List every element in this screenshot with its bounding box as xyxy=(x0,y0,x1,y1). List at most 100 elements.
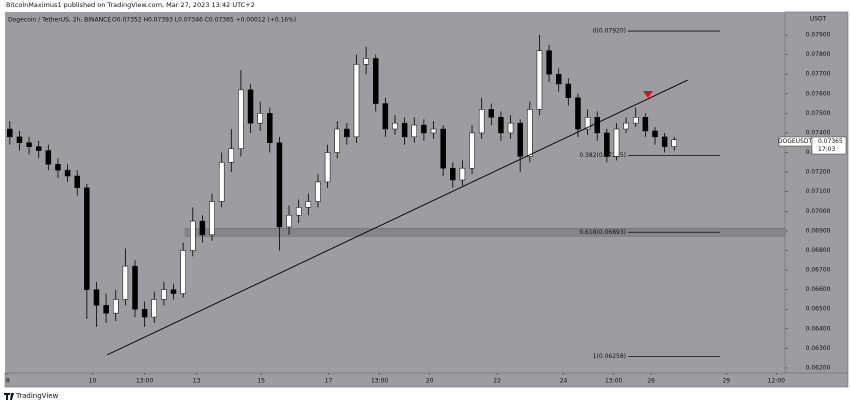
y-tick-label: 0.06400 xyxy=(806,325,831,332)
candle-body xyxy=(421,124,427,134)
x-tick-label: 10 xyxy=(89,378,97,385)
candle-body xyxy=(353,64,360,138)
candle-body xyxy=(26,142,32,147)
candle-body xyxy=(517,122,523,157)
candle-body xyxy=(267,113,273,143)
candle-body xyxy=(401,122,408,138)
axis-unit: USDT xyxy=(810,16,827,23)
y-tick-label: 0.07600 xyxy=(806,90,831,97)
x-tick-label: 13:00 xyxy=(605,378,622,385)
candle-body xyxy=(276,142,283,228)
y-tick-label: 0.07400 xyxy=(806,129,831,136)
time-axis xyxy=(4,372,849,388)
candle-body xyxy=(507,122,514,134)
candle-body xyxy=(584,117,591,130)
y-tick-label: 0.07200 xyxy=(806,169,831,176)
candle-body xyxy=(536,50,543,110)
plot-layer: 0.06200 0.06300 0.06400 0.06500 0.06600 0.067… xyxy=(6,28,831,385)
y-tick-label: 0.07100 xyxy=(806,188,831,195)
candle-body xyxy=(392,122,398,130)
candle-body xyxy=(613,128,620,157)
x-tick-label: 17 xyxy=(325,378,333,385)
candle-body xyxy=(16,136,23,143)
candle-body xyxy=(295,207,302,216)
fib-label: 0.382(0.07285) xyxy=(579,152,626,159)
candle-body xyxy=(440,128,446,169)
candle-body xyxy=(122,265,129,300)
y-tick-label: 0.07800 xyxy=(806,51,831,58)
candle-body xyxy=(74,175,80,189)
candle-body xyxy=(372,58,379,104)
candle-body xyxy=(170,289,177,294)
ohlc-legend: O0.07352 H0.07393 L0.07346 C0.07365 +0.0… xyxy=(112,17,296,24)
candle-body xyxy=(141,308,148,318)
candle-body xyxy=(64,169,71,177)
y-tick-label: 0.06500 xyxy=(806,306,831,313)
x-tick-label: 8 xyxy=(6,378,10,385)
candle-body xyxy=(286,214,292,228)
candle-body xyxy=(209,201,215,236)
candle-body xyxy=(324,152,331,183)
publisher-line: BitcoinMaximus1 published on TradingView… xyxy=(6,1,255,9)
candle-body xyxy=(478,109,485,134)
brand-logo xyxy=(4,393,14,400)
y-tick-label: 0.07500 xyxy=(806,110,831,117)
candle-body xyxy=(132,265,138,310)
x-tick-label: 26 xyxy=(647,378,655,385)
candle-body xyxy=(103,305,109,314)
candle-body xyxy=(151,299,158,318)
candle-body xyxy=(469,132,475,169)
candle-body xyxy=(55,164,61,171)
y-tick-label: 0.06700 xyxy=(806,267,831,274)
candle-body xyxy=(305,201,312,208)
price-axis xyxy=(784,11,849,374)
x-tick-label: 24 xyxy=(560,378,568,385)
candle-body xyxy=(623,122,629,130)
symbol-label: DOGEUSDT xyxy=(778,138,813,145)
plot-background xyxy=(5,12,785,373)
x-tick-label: 29 xyxy=(722,378,730,385)
candle-body xyxy=(642,117,649,132)
trend-line xyxy=(106,79,688,356)
candle-body xyxy=(565,83,572,98)
candle-body xyxy=(594,117,600,134)
candle-body xyxy=(257,113,263,124)
symbol-line: Dogecoin / TetherUS, 2h, BINANCE xyxy=(8,17,111,24)
candle-body xyxy=(363,58,369,65)
fib-zone xyxy=(184,228,786,237)
y-tick-label: 0.07000 xyxy=(806,208,831,215)
candle-body xyxy=(45,150,52,165)
y-tick-label: 0.07700 xyxy=(806,71,831,78)
candle-body xyxy=(84,187,90,290)
candle-body xyxy=(218,162,225,202)
candle-body xyxy=(161,289,167,300)
fib-label: 0(0.07920) xyxy=(593,28,626,35)
fib-label: 1(0.06258) xyxy=(593,353,626,360)
y-tick-label: 0.06600 xyxy=(806,286,831,293)
y-tick-label: 0.06900 xyxy=(806,227,831,234)
fib-label: 0.618(0.06893) xyxy=(579,229,626,236)
candle-body xyxy=(671,139,678,147)
x-tick-label: 13:00 xyxy=(136,378,153,385)
y-tick-label: 0.07900 xyxy=(806,31,831,38)
candle-body xyxy=(632,117,639,124)
x-tick-label: 15 xyxy=(257,378,265,385)
candle-body xyxy=(228,148,235,163)
candle-body xyxy=(430,128,437,134)
candle-body xyxy=(190,220,196,251)
candle-body xyxy=(344,128,350,138)
x-tick-label: 13:00 xyxy=(371,378,388,385)
candle-body xyxy=(411,124,418,138)
candle-body xyxy=(247,89,254,124)
candle-body xyxy=(93,289,100,306)
candle-body xyxy=(199,220,206,236)
candle-body xyxy=(546,50,552,75)
candle-body xyxy=(450,167,456,181)
candle-body xyxy=(604,132,610,157)
countdown-label: 17:03 xyxy=(818,146,835,153)
candle-body xyxy=(555,73,562,85)
candle-body xyxy=(527,109,533,157)
x-tick-label: 13 xyxy=(193,378,201,385)
